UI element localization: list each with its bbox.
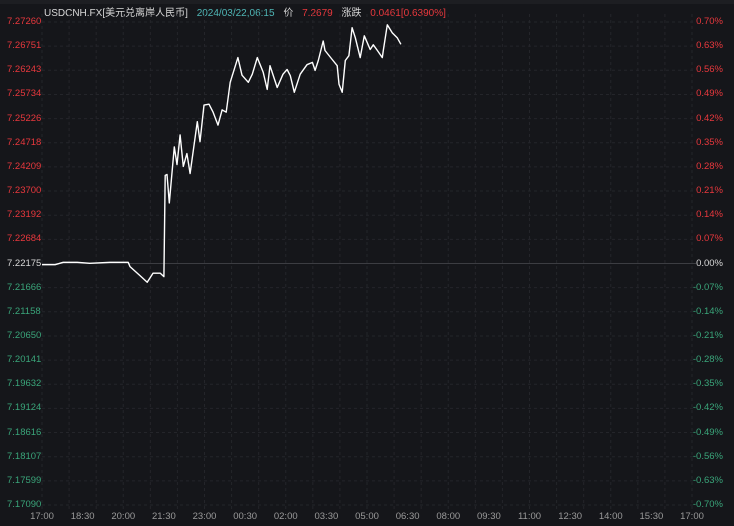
price-label: 价 [283,8,294,19]
y-tick-label-right: -0.14% [692,305,723,317]
y-tick-label-left: 7.17090 [7,499,42,510]
y-tick-label-right: 0.42% [696,112,723,124]
y-tick-label-left: 7.19632 [7,378,42,390]
price-line [42,24,402,283]
y-tick-label-left: 7.20141 [7,354,42,366]
y-tick-label-left: 7.25734 [7,88,42,100]
x-tick-label: 20:00 [111,511,136,522]
y-tick-label-left: 7.17599 [7,474,42,486]
price-value: 7.2679 [302,8,333,19]
y-tick-label-left: 7.20650 [7,329,42,341]
x-tick-label: 23:00 [192,511,217,522]
quote-header: USDCNH.FX[美元兑离岸人民币] 2024/03/22,06:15 价 7… [44,4,452,19]
x-tick-label: 14:00 [598,511,623,522]
y-tick-label-left: 7.27260 [7,16,42,27]
x-tick-label: 12:30 [558,511,583,522]
y-tick-label-left: 7.21666 [7,281,42,293]
y-tick-label-left: 7.21158 [7,305,41,317]
y-tick-label-right: 0.49% [696,88,723,100]
y-tick-label-left: 7.26751 [7,40,42,52]
x-tick-label: 21:30 [151,511,176,522]
y-tick-label-right: -0.63% [692,474,723,486]
y-tick-label-right: 0.63% [696,40,723,52]
y-tick-label-right: -0.42% [692,402,723,414]
y-tick-label-left: 7.24209 [7,160,42,172]
y-tick-label-right: 0.35% [696,136,723,148]
y-tick-label-left: 7.18107 [7,450,42,462]
x-tick-label: 17:00 [680,511,704,522]
y-tick-label-right: -0.56% [692,450,723,462]
y-tick-label-right: 0.14% [696,209,723,221]
x-tick-label: 06:30 [395,511,420,522]
y-tick-label-left: 7.22684 [7,233,42,245]
x-tick-label: 09:30 [476,511,501,522]
y-tick-label-right: 0.28% [696,160,723,172]
y-tick-label-left: 7.24718 [7,136,42,148]
x-tick-label: 15:30 [639,511,664,522]
y-tick-label-left: 7.18616 [7,426,42,438]
y-tick-label-right: -0.21% [692,329,723,341]
y-tick-label-left: 7.23192 [7,209,42,221]
x-tick-label: 08:00 [436,511,461,522]
y-tick-label-left: 7.22175 [7,257,42,269]
y-tick-label-left: 7.25226 [7,112,42,124]
y-tick-label-right: -0.35% [692,378,723,390]
change-label: 涨跌 [341,8,362,19]
y-tick-label-right: 0.70% [696,16,723,27]
y-tick-label-right: 0.21% [696,185,723,197]
x-tick-label: 17:00 [30,511,54,522]
datetime-label: 2024/03/22,06:15 [196,8,275,19]
x-tick-label: 00:30 [233,511,258,522]
x-tick-label: 11:00 [517,511,542,522]
y-tick-label-right: 0.07% [696,233,723,245]
x-tick-label: 05:00 [355,511,379,522]
y-tick-label-left: 7.19124 [7,402,42,414]
y-tick-label-right: -0.49% [692,426,723,438]
top-bar [0,0,734,4]
x-tick-label: 02:00 [273,511,298,522]
y-tick-label-left: 7.23700 [7,185,42,197]
y-tick-label-right: -0.07% [692,281,723,293]
y-tick-label-right: 0.56% [696,64,723,76]
change-value: 0.0461[0.6390%] [370,8,446,19]
y-tick-label-right: -0.28% [692,354,723,366]
x-tick-label: 18:30 [70,511,95,522]
y-tick-label-right: 0.00% [696,257,723,269]
x-tick-label: 03:30 [314,511,339,522]
y-tick-label-right: -0.70% [692,499,723,510]
y-tick-label-left: 7.26243 [7,64,42,76]
symbol-label: USDCNH.FX[美元兑离岸人民币] [44,8,188,19]
